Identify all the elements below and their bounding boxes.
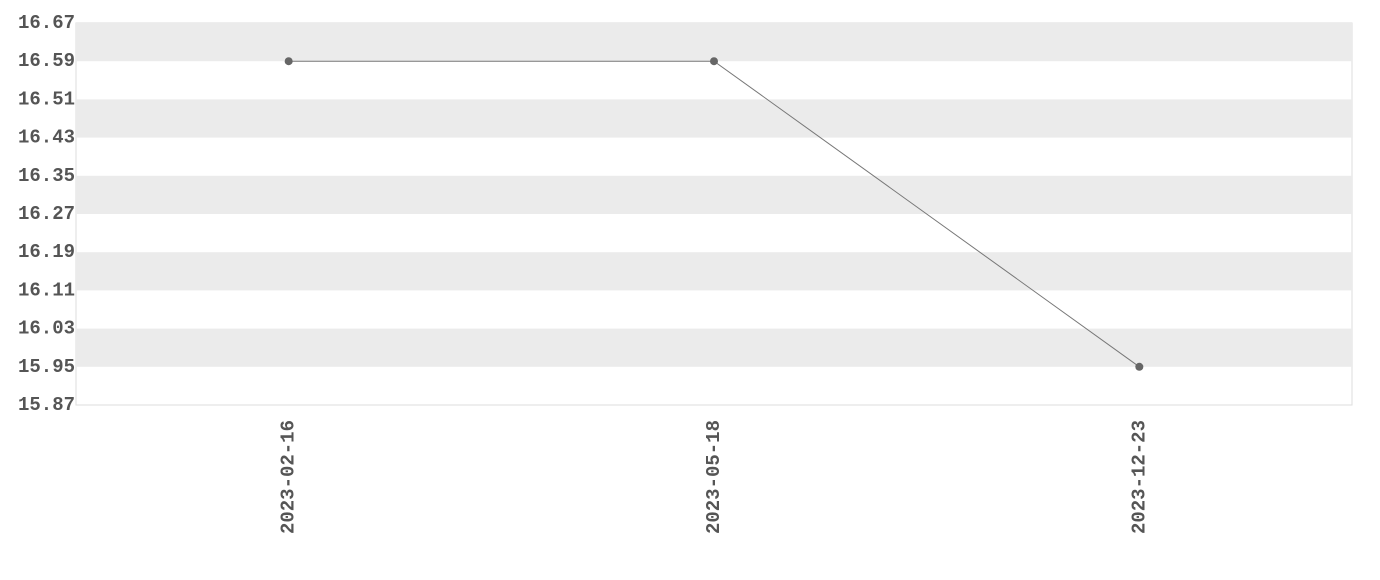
y-tick-label: 16.43	[18, 127, 75, 149]
marker	[284, 57, 293, 66]
y-tick-label: 16.19	[18, 241, 75, 263]
y-tick-label: 16.27	[18, 203, 75, 225]
x-tick-label: 2023-02-16	[278, 420, 300, 534]
grid-band	[76, 99, 1352, 138]
y-tick-label: 16.35	[18, 165, 75, 187]
x-tick-label: 2023-12-23	[1128, 420, 1150, 534]
marker	[710, 57, 718, 66]
y-tick-label: 15.95	[18, 356, 75, 378]
y-tick-label: 16.59	[18, 50, 75, 72]
grid-band	[76, 23, 1352, 62]
grid-band	[76, 175, 1352, 214]
y-tick-label: 15.87	[18, 394, 75, 416]
marker	[1135, 362, 1144, 371]
y-tick-label: 16.67	[18, 12, 75, 34]
y-tick-label: 16.03	[18, 318, 75, 340]
y-tick-label: 16.51	[18, 88, 75, 110]
grid-band	[76, 328, 1352, 367]
x-tick-label: 2023-05-18	[703, 420, 725, 534]
y-tick-label: 16.11	[18, 279, 75, 301]
grid-band	[76, 252, 1352, 291]
